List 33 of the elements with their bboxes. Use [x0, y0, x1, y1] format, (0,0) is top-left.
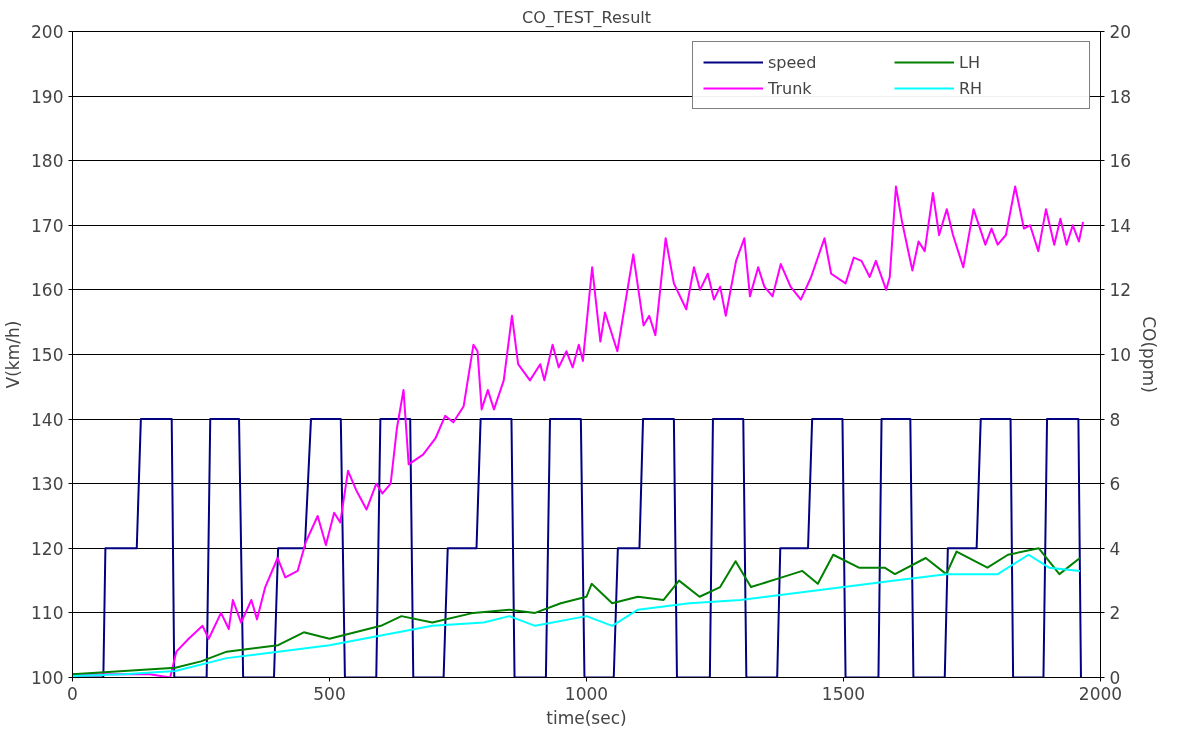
- y2-tick-label: 2: [1109, 603, 1121, 624]
- y-tick-label: 100: [31, 668, 64, 688]
- legend-label: speed: [768, 52, 818, 72]
- y-tick-label: 190: [31, 86, 64, 107]
- y2-tick-label: 6: [1109, 474, 1121, 495]
- y-tick-label: 130: [31, 474, 64, 495]
- y-axis-title: V(km/h): [3, 320, 24, 389]
- y-tick-label: 120: [31, 538, 64, 559]
- y2-tick-label: 8: [1109, 409, 1121, 430]
- y-tick-label: 180: [31, 151, 64, 172]
- legend-label: Trunk: [768, 78, 813, 98]
- y-tick-label: 160: [31, 280, 64, 301]
- y2-tick-label: 4: [1109, 538, 1121, 559]
- x-tick-label: 1500: [821, 683, 866, 704]
- y2-tick-label: 10: [1109, 345, 1132, 365]
- y-tick-label: 110: [31, 603, 64, 624]
- chart-title: CO_TEST_Result: [521, 7, 652, 28]
- y-tick-label: 200: [31, 22, 64, 42]
- y-tick-label: 140: [31, 409, 64, 430]
- y2-tick-label: 14: [1109, 215, 1132, 236]
- x-tick-label: 0: [67, 683, 78, 704]
- x-axis-title: time(sec): [546, 707, 627, 728]
- y-tick-label: 170: [31, 215, 64, 236]
- y2-tick-label: 20: [1109, 22, 1132, 42]
- y2-axis-title: CO(ppm): [1139, 316, 1160, 393]
- legend-label: RH: [959, 78, 984, 98]
- x-tick-label: 500: [313, 683, 346, 704]
- y2-tick-label: 16: [1109, 151, 1132, 172]
- y-tick-label: 150: [31, 345, 64, 365]
- legend-label: LH: [959, 52, 981, 72]
- x-tick-label: 1000: [564, 683, 609, 704]
- y2-tick-label: 12: [1109, 280, 1132, 301]
- y2-tick-label: 18: [1109, 86, 1132, 107]
